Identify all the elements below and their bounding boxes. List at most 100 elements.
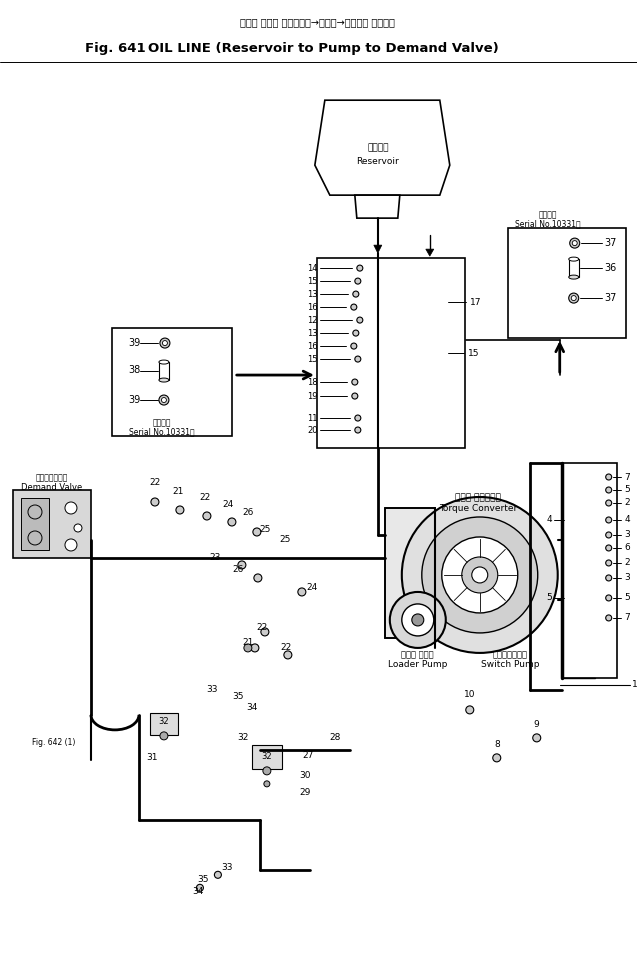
Text: 1: 1: [632, 680, 637, 689]
Circle shape: [606, 474, 612, 480]
Circle shape: [606, 545, 612, 551]
Circle shape: [203, 512, 211, 520]
Text: 26: 26: [242, 509, 254, 517]
Text: 33: 33: [221, 864, 233, 872]
Circle shape: [162, 341, 168, 345]
Circle shape: [606, 487, 612, 493]
Text: Torque Converter: Torque Converter: [439, 505, 517, 513]
Circle shape: [253, 528, 261, 536]
Text: Fig. 641: Fig. 641: [85, 41, 146, 55]
Ellipse shape: [569, 275, 579, 279]
Circle shape: [263, 767, 271, 775]
Bar: [385, 508, 435, 638]
Text: 31: 31: [146, 754, 158, 762]
Circle shape: [606, 595, 612, 601]
Text: Switch Pump: Switch Pump: [480, 660, 539, 670]
Text: 20: 20: [307, 426, 318, 434]
Circle shape: [569, 238, 580, 248]
Polygon shape: [374, 245, 382, 253]
Polygon shape: [426, 249, 434, 256]
Text: OIL LINE (Reservoir to Pump to Demand Valve): OIL LINE (Reservoir to Pump to Demand Va…: [148, 41, 499, 55]
Circle shape: [74, 524, 82, 532]
Bar: [252, 745, 282, 769]
Text: 32: 32: [159, 717, 169, 727]
Text: 37: 37: [605, 293, 617, 303]
Circle shape: [264, 781, 270, 786]
Text: 33: 33: [206, 685, 218, 695]
Polygon shape: [315, 100, 450, 195]
Text: 17: 17: [469, 297, 482, 307]
Circle shape: [251, 644, 259, 652]
Circle shape: [284, 651, 292, 659]
Text: 16: 16: [307, 303, 318, 312]
Circle shape: [151, 498, 159, 506]
Text: 24: 24: [306, 584, 317, 593]
Text: 35: 35: [232, 693, 243, 702]
Text: 3: 3: [625, 531, 631, 539]
Circle shape: [606, 575, 612, 581]
Text: スイッチポンプ: スイッチポンプ: [492, 650, 527, 659]
Circle shape: [572, 240, 577, 246]
Ellipse shape: [159, 360, 169, 364]
Text: 22: 22: [256, 623, 268, 632]
Text: 38: 38: [128, 365, 140, 375]
Bar: [385, 508, 435, 638]
Circle shape: [533, 733, 541, 742]
Text: 21: 21: [242, 639, 254, 648]
Text: 37: 37: [605, 238, 617, 248]
Text: デマントバルブ: デマントバルブ: [36, 474, 68, 482]
Circle shape: [215, 871, 222, 878]
Text: 13: 13: [307, 328, 318, 338]
Text: 34: 34: [192, 887, 204, 896]
Circle shape: [65, 539, 77, 551]
Bar: [112, 328, 232, 436]
Text: オイル ライン （リザーバ→ポンプ→デマンド バルブ）: オイル ライン （リザーバ→ポンプ→デマンド バルブ）: [240, 17, 396, 27]
Circle shape: [353, 330, 359, 336]
Text: 5: 5: [625, 485, 631, 494]
Text: 23: 23: [209, 554, 220, 563]
Bar: [13, 490, 91, 558]
Circle shape: [606, 615, 612, 620]
Text: 25: 25: [279, 536, 290, 544]
Circle shape: [352, 393, 358, 400]
Circle shape: [355, 356, 361, 362]
Text: 39: 39: [128, 338, 140, 348]
Text: 4: 4: [625, 515, 631, 525]
Text: 25: 25: [259, 526, 271, 535]
Bar: [562, 463, 617, 677]
Bar: [508, 228, 626, 338]
Text: ローダ ポンプ: ローダ ポンプ: [401, 650, 434, 659]
Circle shape: [390, 592, 446, 648]
Polygon shape: [355, 195, 400, 218]
Text: 22: 22: [149, 479, 161, 487]
Circle shape: [261, 628, 269, 636]
Circle shape: [298, 588, 306, 596]
Circle shape: [228, 518, 236, 526]
Text: 7: 7: [625, 473, 631, 482]
Text: 19: 19: [307, 392, 318, 400]
Circle shape: [357, 317, 363, 323]
Text: 10: 10: [464, 690, 476, 700]
Text: 34: 34: [246, 703, 257, 712]
Circle shape: [159, 395, 169, 405]
Text: Loader Pump: Loader Pump: [388, 660, 447, 670]
Circle shape: [176, 506, 184, 514]
Circle shape: [472, 567, 488, 583]
Circle shape: [161, 398, 166, 402]
Circle shape: [412, 614, 424, 626]
Circle shape: [569, 293, 579, 303]
Text: Reservoir: Reservoir: [357, 156, 399, 166]
Text: 18: 18: [307, 377, 318, 387]
Text: 12: 12: [307, 316, 318, 324]
Circle shape: [466, 705, 474, 714]
Text: 32: 32: [262, 753, 272, 761]
Text: 6: 6: [625, 543, 631, 553]
Text: 15: 15: [468, 348, 479, 358]
Text: Serial No.10331～: Serial No.10331～: [515, 220, 580, 229]
Text: 2: 2: [625, 559, 631, 567]
Text: Serial No.10331～: Serial No.10331～: [129, 427, 195, 436]
Text: 適用号艦: 適用号艦: [538, 210, 557, 220]
Text: 13: 13: [307, 290, 318, 298]
Bar: [569, 260, 579, 277]
Text: リザーバ: リザーバ: [367, 144, 389, 152]
